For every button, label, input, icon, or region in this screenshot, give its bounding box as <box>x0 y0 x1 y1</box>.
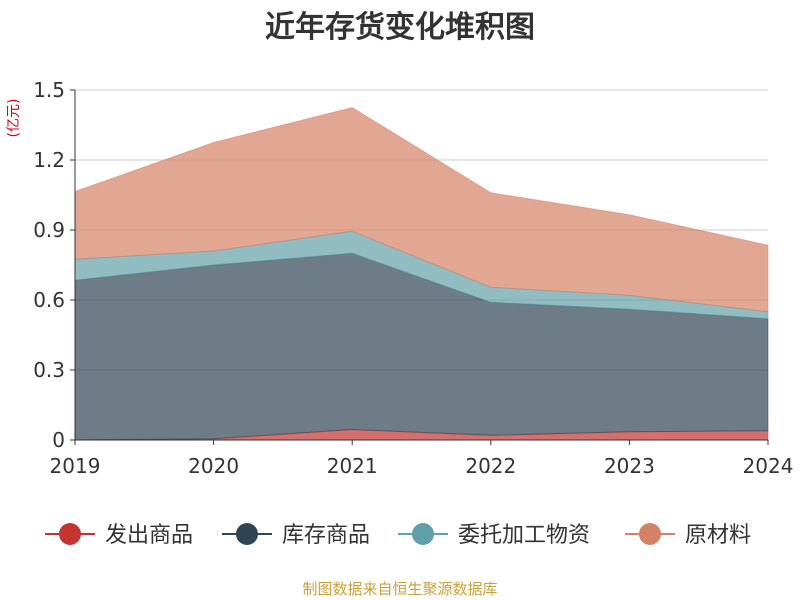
legend-marker <box>412 523 434 545</box>
x-tick-label: 2020 <box>188 454 239 478</box>
x-tick-label: 2021 <box>327 454 378 478</box>
legend-label: 委托加工物资 <box>458 523 590 548</box>
legend-marker <box>59 523 81 545</box>
legend-label: 库存商品 <box>282 523 370 548</box>
chart-title: 近年存货变化堆积图 <box>265 10 535 45</box>
legend-marker <box>236 523 258 545</box>
y-tick-label: 0.6 <box>33 288 65 312</box>
x-tick-label: 2022 <box>465 454 516 478</box>
x-axis-ticks: 2019 2020 2021 2022 2023 2024 <box>50 440 794 478</box>
x-tick-label: 2023 <box>604 454 655 478</box>
legend-label: 发出商品 <box>105 523 193 548</box>
y-tick-label: 1.5 <box>33 78 65 102</box>
legend-item-2[interactable]: 库存商品 <box>222 523 370 548</box>
data-source-note: 制图数据来自恒生聚源数据库 <box>302 580 497 598</box>
x-tick-label: 2024 <box>743 454 794 478</box>
x-tick-label: 2019 <box>50 454 101 478</box>
y-tick-label: 0 <box>52 428 65 452</box>
legend-item-1[interactable]: 发出商品 <box>45 523 193 548</box>
legend-label: 原材料 <box>685 523 751 548</box>
y-axis-ticks: 0 0.3 0.6 0.9 1.2 1.5 <box>33 78 75 452</box>
area-series-group <box>74 106 769 441</box>
y-tick-label: 1.2 <box>33 148 65 172</box>
y-tick-label: 0.3 <box>33 358 65 382</box>
axes <box>74 90 768 441</box>
legend: 发出商品 库存商品 委托加工物资 原材料 <box>45 523 751 548</box>
y-tick-label: 0.9 <box>33 218 65 242</box>
area-series-4 <box>74 106 769 313</box>
legend-item-3[interactable]: 委托加工物资 <box>398 523 590 548</box>
legend-item-4[interactable]: 原材料 <box>625 523 751 548</box>
y-axis-unit-label: (亿元) <box>6 99 22 138</box>
legend-marker <box>639 523 661 545</box>
